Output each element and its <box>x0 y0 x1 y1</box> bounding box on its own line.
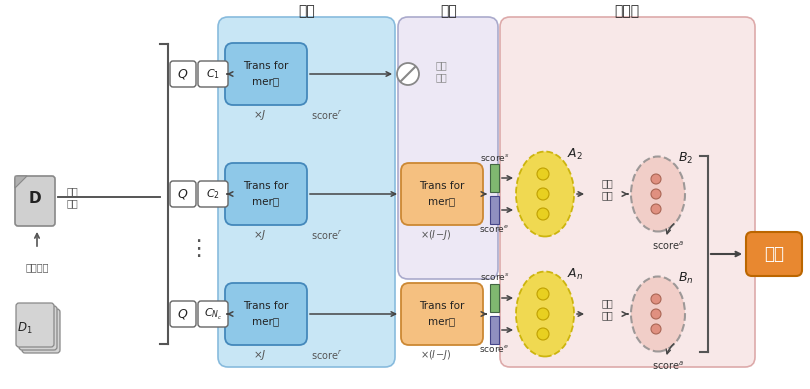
Text: Trans for: Trans for <box>420 301 465 311</box>
Text: 重排序: 重排序 <box>615 4 640 18</box>
Bar <box>490 316 499 344</box>
Text: Trans for: Trans for <box>243 181 288 191</box>
Text: 答案: 答案 <box>764 245 784 263</box>
Text: D: D <box>28 191 41 205</box>
Text: $B_2$: $B_2$ <box>678 151 693 166</box>
Text: score$^e$: score$^e$ <box>480 342 509 354</box>
Ellipse shape <box>516 272 574 356</box>
Text: $\times (I\!-\!J)$: $\times (I\!-\!J)$ <box>420 348 452 362</box>
Text: mer块: mer块 <box>428 316 455 326</box>
FancyBboxPatch shape <box>218 17 395 367</box>
Text: $C_2$: $C_2$ <box>206 187 220 201</box>
Text: 答案
裁剪: 答案 裁剪 <box>601 178 613 200</box>
Text: $Q$: $Q$ <box>177 67 189 81</box>
Text: score$^e$: score$^e$ <box>480 223 509 233</box>
FancyBboxPatch shape <box>225 283 307 345</box>
Text: 阅读: 阅读 <box>441 4 458 18</box>
FancyBboxPatch shape <box>398 17 498 279</box>
Text: score$^a$: score$^a$ <box>652 360 684 372</box>
Circle shape <box>651 324 661 334</box>
Text: score$^a$: score$^a$ <box>652 240 684 252</box>
FancyBboxPatch shape <box>401 283 483 345</box>
FancyBboxPatch shape <box>198 301 228 327</box>
FancyBboxPatch shape <box>170 61 196 87</box>
FancyBboxPatch shape <box>198 181 228 207</box>
Text: Trans for: Trans for <box>243 61 288 71</box>
Text: Trans for: Trans for <box>420 181 465 191</box>
Text: $D_1$: $D_1$ <box>17 321 32 336</box>
Text: 早期
停止: 早期 停止 <box>435 60 447 82</box>
FancyBboxPatch shape <box>170 181 196 207</box>
FancyBboxPatch shape <box>170 301 196 327</box>
Text: Trans for: Trans for <box>243 301 288 311</box>
Text: $A_n$: $A_n$ <box>567 266 583 282</box>
Circle shape <box>651 309 661 319</box>
FancyBboxPatch shape <box>401 163 483 225</box>
Text: $B_n$: $B_n$ <box>678 270 693 286</box>
Text: $\times J$: $\times J$ <box>254 228 266 242</box>
Bar <box>490 284 499 312</box>
Text: $Q$: $Q$ <box>177 187 189 201</box>
Bar <box>490 164 499 192</box>
Circle shape <box>651 294 661 304</box>
Bar <box>490 196 499 224</box>
FancyBboxPatch shape <box>225 43 307 105</box>
Text: score$^s$: score$^s$ <box>480 151 509 163</box>
Text: score$^r$: score$^r$ <box>311 349 343 361</box>
Circle shape <box>537 188 549 200</box>
Circle shape <box>537 308 549 320</box>
Circle shape <box>397 63 419 85</box>
FancyBboxPatch shape <box>225 163 307 225</box>
Ellipse shape <box>631 277 685 352</box>
Text: 文档裁剪: 文档裁剪 <box>25 262 49 272</box>
Text: 滑动
窗口: 滑动 窗口 <box>66 186 78 208</box>
Text: mer块: mer块 <box>253 196 279 206</box>
Circle shape <box>537 328 549 340</box>
Circle shape <box>537 208 549 220</box>
Text: score$^r$: score$^r$ <box>311 109 343 121</box>
Text: ⋮: ⋮ <box>187 239 209 259</box>
Ellipse shape <box>631 156 685 231</box>
Ellipse shape <box>516 151 574 237</box>
Circle shape <box>651 189 661 199</box>
Text: 检索: 检索 <box>299 4 315 18</box>
FancyBboxPatch shape <box>16 303 54 347</box>
Text: mer块: mer块 <box>253 76 279 86</box>
FancyBboxPatch shape <box>746 232 802 276</box>
Text: $Q$: $Q$ <box>177 307 189 321</box>
Text: $A_2$: $A_2$ <box>567 146 583 161</box>
Circle shape <box>537 168 549 180</box>
Text: $C_{N_c}$: $C_{N_c}$ <box>204 307 222 322</box>
FancyBboxPatch shape <box>22 309 60 353</box>
FancyBboxPatch shape <box>15 176 55 226</box>
Text: score$^r$: score$^r$ <box>311 228 343 242</box>
Text: mer块: mer块 <box>253 316 279 326</box>
Circle shape <box>537 288 549 300</box>
Circle shape <box>651 174 661 184</box>
FancyBboxPatch shape <box>19 306 57 350</box>
Text: $\times (I\!-\!J)$: $\times (I\!-\!J)$ <box>420 228 452 242</box>
Text: $\times J$: $\times J$ <box>254 348 266 362</box>
Text: $C_1$: $C_1$ <box>206 67 220 81</box>
FancyBboxPatch shape <box>198 61 228 87</box>
Text: 答案
裁剪: 答案 裁剪 <box>601 298 613 320</box>
Polygon shape <box>15 176 27 188</box>
FancyBboxPatch shape <box>500 17 755 367</box>
Text: score$^s$: score$^s$ <box>480 272 509 282</box>
Text: mer块: mer块 <box>428 196 455 206</box>
Text: $\times J$: $\times J$ <box>254 108 266 122</box>
Circle shape <box>651 204 661 214</box>
